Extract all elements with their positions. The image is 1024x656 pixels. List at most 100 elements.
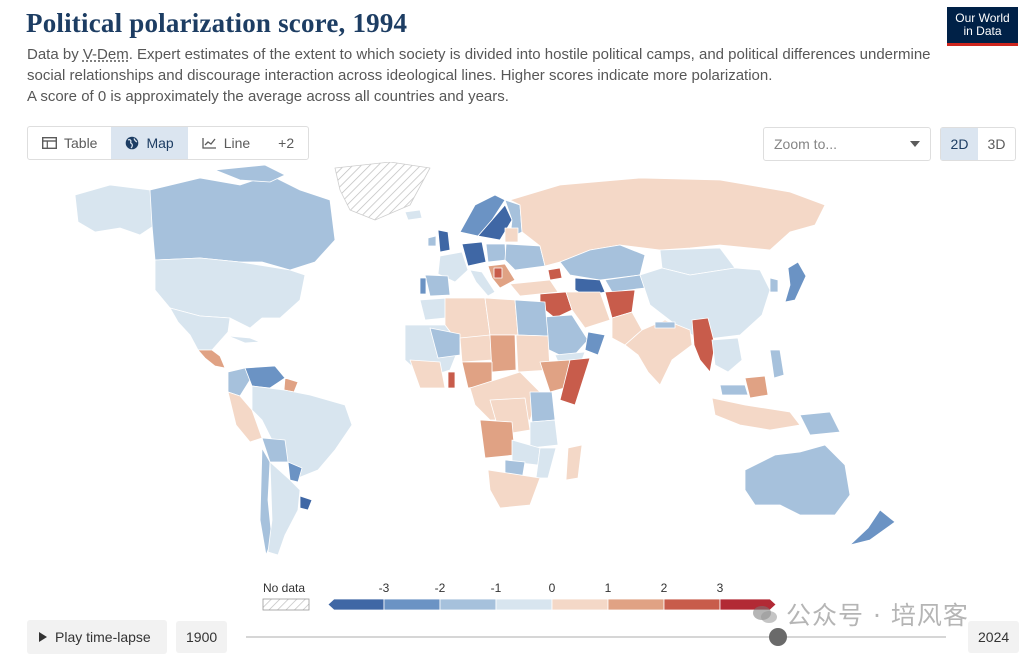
region-liberia bbox=[447, 371, 456, 389]
region-venezuela bbox=[244, 365, 286, 389]
region-argentina bbox=[267, 461, 301, 556]
region-italy bbox=[469, 269, 496, 297]
zoom-to-select[interactable]: Zoom to... bbox=[763, 127, 931, 161]
chart-subtitle: Data by V-Dem. Expert estimates of the e… bbox=[27, 46, 931, 105]
region-paraguay bbox=[287, 461, 303, 483]
region-japan bbox=[784, 261, 807, 303]
play-icon bbox=[39, 632, 47, 642]
region-morocco bbox=[419, 297, 449, 321]
tab-table[interactable]: Table bbox=[28, 127, 111, 159]
legend-bin[interactable] bbox=[551, 598, 609, 611]
region-poland bbox=[485, 243, 507, 263]
region-portugal bbox=[419, 277, 427, 295]
legend-tick-label: -3 bbox=[379, 581, 390, 595]
region-borneo bbox=[744, 375, 769, 399]
projection-toggle: 2D 3D bbox=[940, 127, 1016, 161]
table-icon bbox=[42, 137, 57, 149]
region-uruguay bbox=[299, 495, 313, 511]
region-angola bbox=[479, 419, 516, 459]
region-malaysia bbox=[719, 384, 749, 396]
region-turkey bbox=[509, 279, 559, 297]
region-uk bbox=[437, 229, 451, 253]
legend-no-data-swatch bbox=[262, 598, 310, 611]
region-greenland bbox=[334, 162, 431, 221]
region-russia bbox=[509, 177, 826, 267]
region-korea bbox=[769, 277, 779, 293]
region-gulf-guinea bbox=[409, 359, 446, 389]
region-indonesia bbox=[711, 397, 801, 431]
region-somalia bbox=[559, 357, 591, 406]
tab-more[interactable]: +2 bbox=[278, 135, 295, 151]
region-caribbean bbox=[227, 335, 261, 344]
region-brazil bbox=[251, 385, 353, 479]
region-sweden bbox=[477, 204, 513, 241]
region-madagascar bbox=[565, 444, 583, 481]
legend-bin[interactable] bbox=[327, 598, 385, 611]
region-france bbox=[437, 251, 469, 283]
legend-bin[interactable] bbox=[495, 598, 553, 611]
region-spain bbox=[424, 274, 451, 297]
legend-bin[interactable] bbox=[663, 598, 721, 611]
timeline-start-year[interactable]: 1900 bbox=[176, 621, 228, 653]
play-timelapse-button[interactable]: Play time-lapse bbox=[27, 620, 167, 654]
tab-map[interactable]: Map bbox=[111, 127, 188, 159]
line-chart-icon bbox=[202, 137, 217, 149]
timeline-end-year[interactable]: 2024 bbox=[968, 621, 1020, 653]
legend-tick-label: 2 bbox=[661, 581, 668, 595]
tab-line[interactable]: Line bbox=[188, 127, 264, 159]
region-germany bbox=[461, 241, 487, 267]
toggle-2d[interactable]: 2D bbox=[941, 128, 978, 160]
region-alaska bbox=[74, 184, 156, 236]
chart-title: Political polarization score, 1994 bbox=[26, 8, 408, 38]
region-chad bbox=[489, 334, 517, 373]
region-tanzania bbox=[529, 419, 559, 449]
legend-bin[interactable] bbox=[439, 598, 497, 611]
region-canada bbox=[149, 174, 336, 271]
region-mali bbox=[429, 327, 461, 359]
legend-no-data-label: No data bbox=[263, 581, 305, 595]
region-kenya bbox=[529, 391, 556, 423]
region-caucasus bbox=[547, 267, 563, 281]
region-mozambique bbox=[535, 447, 557, 479]
region-png bbox=[799, 411, 841, 436]
chart-tabs: Table Map Line +2 bbox=[27, 126, 310, 160]
region-south-africa bbox=[487, 469, 541, 509]
region-libya bbox=[484, 297, 519, 336]
region-iran bbox=[565, 291, 611, 329]
region-colombia bbox=[227, 367, 251, 397]
legend-tick-label: -1 bbox=[491, 581, 502, 595]
region-serbia bbox=[493, 267, 503, 279]
region-india bbox=[624, 319, 693, 386]
map-legend: No data -3 -2 -1 0 1 2 3 bbox=[262, 581, 777, 611]
region-myanmar bbox=[691, 317, 716, 373]
timeline-track[interactable] bbox=[246, 636, 946, 638]
region-nepal bbox=[654, 321, 676, 329]
region-egypt bbox=[514, 299, 549, 337]
region-baltics bbox=[504, 227, 519, 243]
chevron-down-icon bbox=[910, 141, 920, 147]
world-map[interactable] bbox=[0, 162, 1024, 582]
region-central-america bbox=[197, 349, 226, 369]
legend-tick-label: 0 bbox=[549, 581, 556, 595]
region-se-asia bbox=[711, 337, 743, 373]
region-niger bbox=[459, 334, 493, 363]
region-new-zealand bbox=[849, 509, 896, 546]
globe-icon bbox=[125, 136, 139, 150]
legend-tick-label: 3 bbox=[717, 581, 724, 595]
region-canadian-islands bbox=[214, 164, 286, 183]
legend-bin[interactable] bbox=[383, 598, 441, 611]
region-guyana bbox=[283, 377, 299, 393]
timeline-handle[interactable] bbox=[769, 628, 787, 646]
toggle-3d[interactable]: 3D bbox=[987, 136, 1006, 152]
owid-logo[interactable]: Our World in Data bbox=[947, 7, 1018, 46]
source-link[interactable]: V-Dem bbox=[82, 46, 129, 63]
region-australia bbox=[744, 444, 851, 516]
region-kazakhstan bbox=[559, 244, 646, 281]
region-belarus-ukraine bbox=[504, 243, 546, 271]
region-oman bbox=[584, 331, 606, 356]
legend-bin[interactable] bbox=[607, 598, 665, 611]
region-iceland bbox=[404, 209, 423, 221]
legend-tick-label: 1 bbox=[605, 581, 612, 595]
region-ireland bbox=[427, 235, 437, 247]
region-philippines bbox=[769, 349, 785, 379]
